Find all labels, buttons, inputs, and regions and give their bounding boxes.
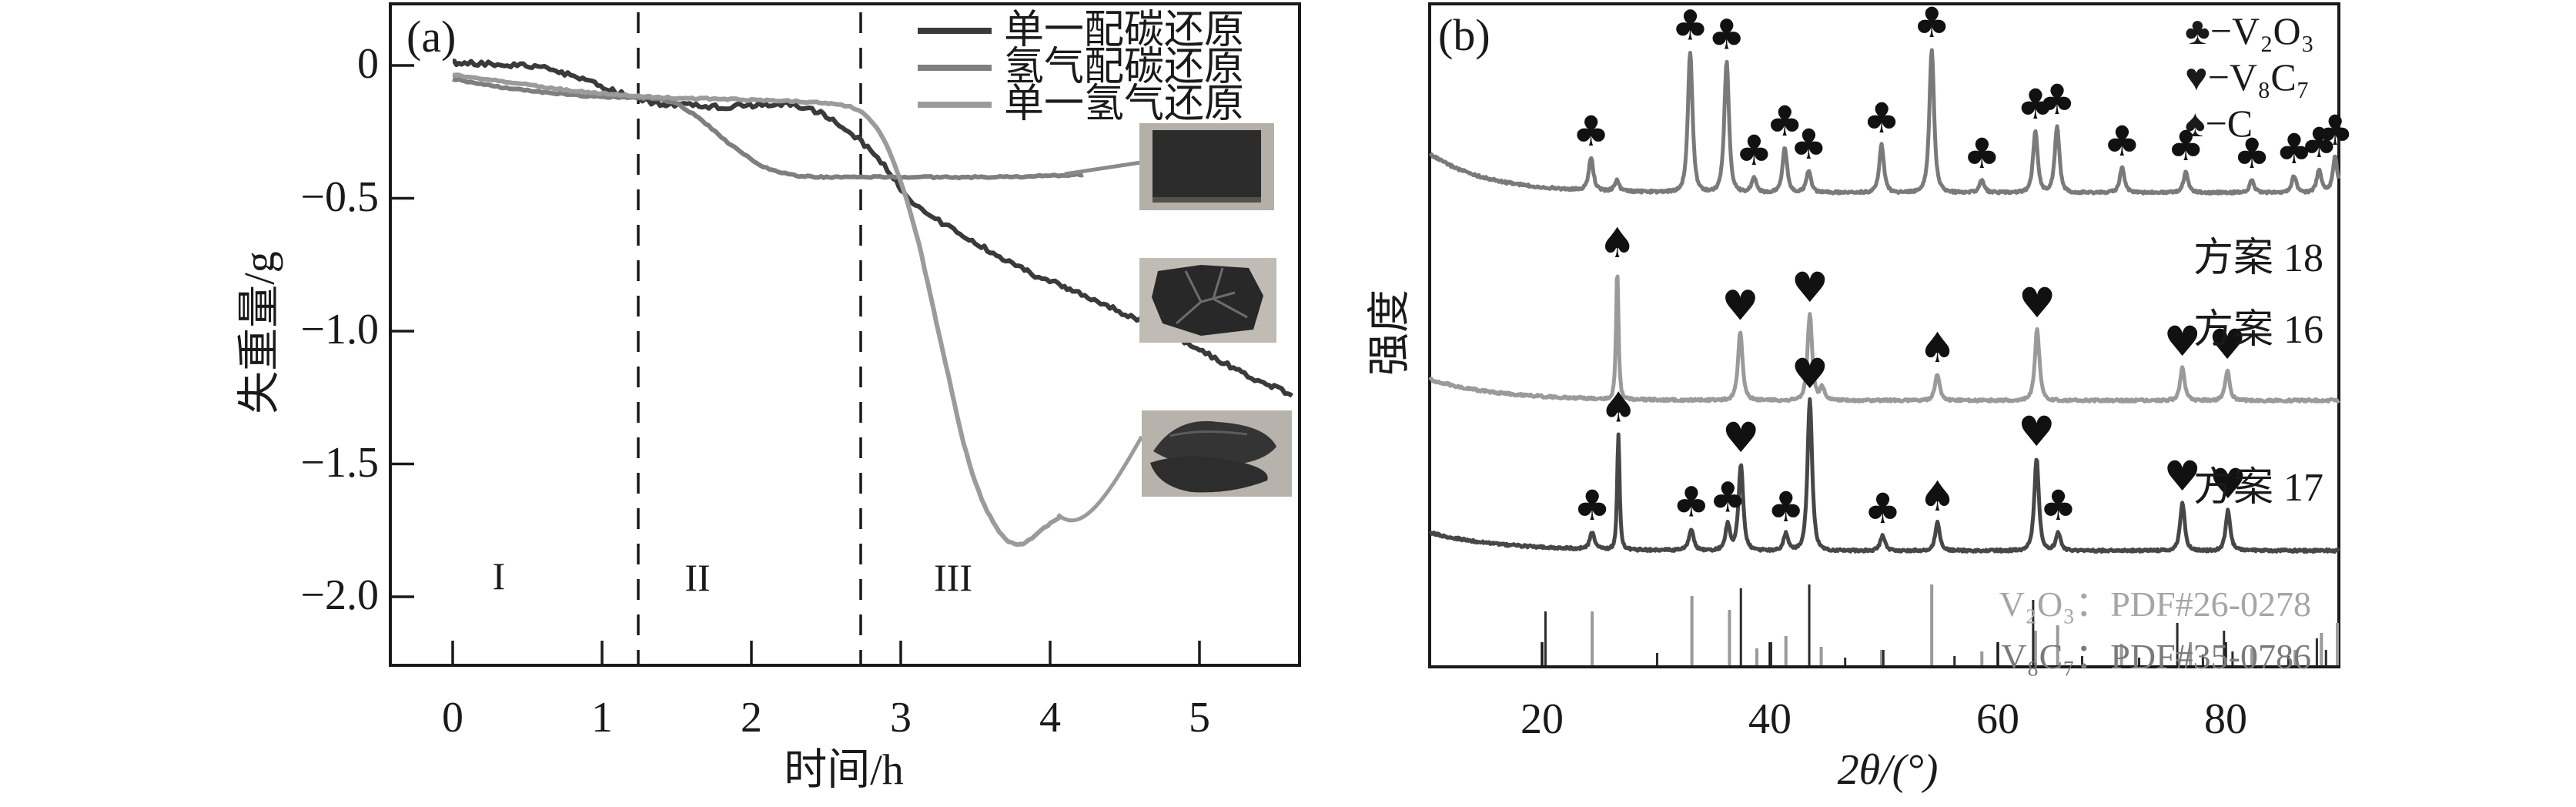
peak-marker-heart-icon: ♥ [1721, 282, 1758, 330]
panel-a-x-tick-label: 1 [591, 694, 613, 742]
peak-marker-club-icon: ♣ [1766, 97, 1803, 146]
panel-a-x-tick-label: 0 [442, 694, 463, 742]
peak-marker-heart-icon: ♥ [2164, 317, 2201, 366]
panel-a-y-tick-label: −1.0 [300, 306, 379, 353]
legend-row: 单一氢气还原 [918, 82, 1245, 126]
sample-photo-cracked-pieces [1139, 258, 1276, 343]
peak-marker-club-icon: ♣ [1708, 11, 1745, 59]
panel-b-x-tick-label: 40 [1748, 695, 1791, 743]
peak-marker-heart-icon: ♥ [2018, 407, 2055, 456]
tga-curve-2 [452, 76, 1084, 181]
scheme-label-17: 方案 17 [2193, 466, 2323, 510]
panel-a-x-tick-label: 2 [741, 694, 762, 742]
peak-marker-club-icon: ♣ [1673, 477, 1710, 526]
legend-label: 单一氢气还原 [1004, 82, 1245, 126]
ref-pdf-v8c7: V₈C₇：PDF#35-0786 [2001, 637, 2311, 676]
peak-marker-club-icon: ♣ [1735, 126, 1772, 175]
legend-row: 氢气配碳还原 [918, 45, 1245, 89]
peak-marker-club-icon: ♣ [2233, 129, 2270, 178]
peak-marker-club-icon: ♣ [2103, 117, 2140, 166]
peak-marker-club-icon: ♣ [1913, 0, 1950, 47]
peak-marker-club-icon: ♣ [1574, 481, 1611, 530]
peak-marker-heart-icon: ♥ [2209, 320, 2246, 369]
peak-marker-spade-icon: ♠ [1919, 323, 1955, 372]
panel-b-tag: (b) [1438, 10, 1490, 60]
peak-marker-club-icon: ♣ [1768, 483, 1805, 531]
scheme-label-18: 方案 18 [2193, 236, 2323, 280]
stage-label-3: III [934, 556, 972, 599]
panel-b-frame [1428, 2, 2340, 668]
panel-a-y-tick-label: 0 [357, 40, 379, 88]
photo1-leader-line [1064, 160, 1142, 176]
peak-marker-club-icon: ♣ [2039, 75, 2076, 124]
panel-a-x-tick-label: 5 [1189, 694, 1210, 742]
panel-b-phase-key: ♣−V₂O₃ ♥−V₈C₇ ♠−C [2185, 8, 2314, 146]
peak-marker-club-icon: ♣ [1709, 474, 1746, 522]
panel-b-x-axis-title: 2θ/(°) [1837, 746, 1939, 794]
scheme-label-16: 方案 16 [2193, 308, 2323, 352]
photo3-leader-line [1056, 435, 1144, 523]
stage-label-2: II [684, 556, 711, 599]
panel-a-tag: (a) [406, 12, 457, 62]
sample-photo-swollen-chunks [1142, 410, 1292, 497]
panel-a-legend: 单一配碳还原 氢气配碳还原 单一氢气还原 [918, 8, 1245, 126]
peak-marker-heart-icon: ♥ [1791, 350, 1828, 398]
phase-key-c: ♠−C [2185, 102, 2253, 145]
peak-marker-club-icon: ♣ [2039, 481, 2076, 530]
stage-label-1: I [492, 554, 506, 598]
legend-row: 单一配碳还原 [918, 8, 1245, 52]
peak-marker-spade-icon: ♠ [1600, 383, 1637, 432]
peak-marker-club-icon: ♣ [1863, 94, 1900, 142]
panel-a-x-tick-label: 4 [1039, 694, 1061, 742]
legend-label: 单一配碳还原 [1004, 8, 1245, 52]
peak-marker-club-icon: ♣ [1671, 1, 1708, 49]
xrd-trace-方案 17 [1428, 397, 2340, 554]
peak-marker-club-icon: ♣ [2017, 80, 2054, 129]
sample-photo-intact-block [1139, 123, 1274, 210]
peak-marker-club-icon: ♣ [1790, 120, 1827, 169]
tga-curve-3 [452, 72, 1063, 547]
panel-a-x-tick-label: 3 [890, 694, 912, 742]
panel-a-x-axis-title: 时间/h [784, 746, 904, 795]
phase-key-v2o3: ♣−V₂O₃ [2185, 9, 2315, 52]
panel-a-y-tick-label: −2.0 [300, 571, 379, 619]
panel-a-y-tick-label: −1.5 [300, 438, 379, 487]
chart-content: ♣♣♣♣♣♣♣♣♣♣♣♣ ♣ ♣ ♣♣♣♠♥ ♥♠♥♥ ♥♣♠♣♣♥♣♥♣ ♠♥♣♥ ♥ [390, 0, 2354, 667]
peak-marker-club-icon: ♣ [2276, 125, 2313, 173]
peak-marker-club-icon: ♣ [1963, 129, 2000, 178]
peak-marker-spade-icon: ♠ [1598, 219, 1635, 267]
legend-line-swatch [918, 28, 992, 34]
peak-marker-heart-icon: ♥ [2164, 452, 2201, 501]
phase-key-v8c7: ♥−V₈C₇ [2185, 55, 2310, 99]
peak-marker-heart-icon: ♥ [2210, 460, 2246, 508]
panel-a-frame [389, 2, 1301, 667]
xrd-trace-方案 16 [1428, 274, 2340, 404]
panel-b-x-tick-label: 80 [2204, 695, 2247, 743]
panel-a-y-tick-label: −0.5 [300, 172, 379, 221]
peak-marker-heart-icon: ♥ [2019, 279, 2056, 327]
panel-b-y-axis-title: 强度 [1366, 290, 1414, 376]
peak-marker-club-icon: ♣ [1864, 484, 1901, 533]
peak-marker-club-icon: ♣ [2317, 106, 2354, 155]
peak-marker-heart-icon: ♥ [1722, 414, 1759, 462]
peak-marker-club-icon: ♣ [2300, 119, 2337, 167]
legend-line-swatch [918, 102, 992, 108]
xrd-trace-方案 18 [1428, 48, 2341, 196]
peak-marker-heart-icon: ♥ [1791, 263, 1828, 312]
panel-b-x-tick-label: 20 [1521, 695, 1564, 743]
legend-line-swatch [918, 65, 992, 71]
peak-marker-club-icon: ♣ [2167, 122, 2204, 170]
panel-b-x-tick-label: 60 [1976, 695, 2019, 743]
peak-marker-club-icon: ♣ [1572, 107, 1609, 156]
peak-marker-spade-icon: ♠ [1919, 472, 1955, 521]
legend-label: 氢气配碳还原 [1004, 45, 1245, 89]
ref-pdf-v2o3: V₂O₃：PDF#26-0278 [1999, 584, 2311, 624]
